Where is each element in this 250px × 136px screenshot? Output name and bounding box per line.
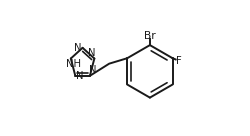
Text: F: F [176,56,182,66]
Text: NH: NH [66,59,81,69]
Text: Br: Br [144,31,156,41]
Text: N: N [74,43,81,53]
Text: N: N [89,65,96,75]
Text: N: N [88,48,95,58]
Text: N: N [76,71,84,81]
